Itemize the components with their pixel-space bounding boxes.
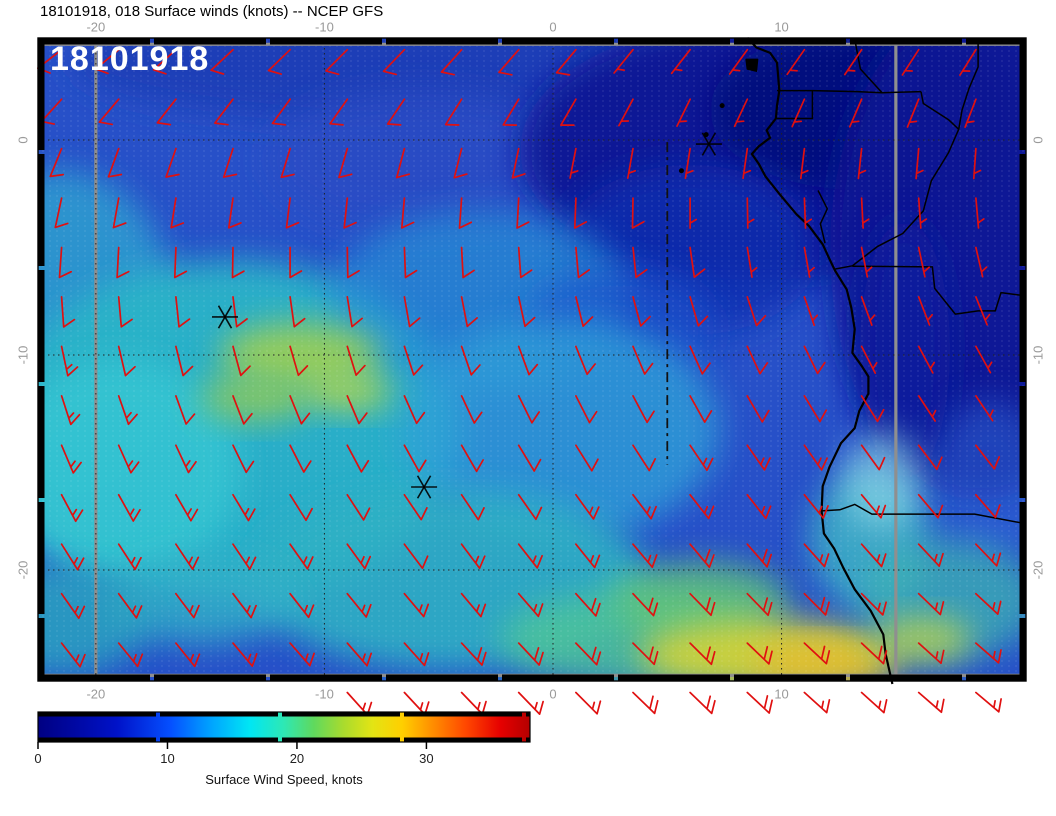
colorbar-tick-label: 0 bbox=[34, 751, 42, 766]
x-tick-label-top: 10 bbox=[774, 19, 789, 35]
colorbar bbox=[37, 711, 531, 749]
y-tick-label-left: -20 bbox=[15, 560, 31, 580]
x-tick-label-top: 0 bbox=[549, 19, 557, 35]
x-tick-label-bottom: 10 bbox=[774, 686, 789, 702]
x-tick-label-bottom: -10 bbox=[315, 686, 334, 702]
colorbar-tick-label: 10 bbox=[160, 751, 175, 766]
coastline-borders bbox=[678, 37, 1027, 685]
y-tick-label-right: -10 bbox=[1030, 345, 1046, 365]
colorbar-tick-label: 20 bbox=[289, 751, 305, 766]
colorbar-tick-label: 30 bbox=[419, 751, 434, 766]
x-tick-label-bottom: -20 bbox=[86, 686, 106, 702]
x-tick-label-bottom: 0 bbox=[549, 686, 557, 702]
x-tick-label-top: -20 bbox=[86, 19, 106, 35]
y-tick-label-right: 0 bbox=[1030, 136, 1046, 144]
y-tick-label-left: -10 bbox=[15, 345, 31, 365]
colorbar-caption: Surface Wind Speed, knots bbox=[205, 772, 363, 787]
x-tick-label-top: -10 bbox=[315, 19, 334, 35]
y-tick-label-right: -20 bbox=[1030, 560, 1046, 580]
chart-title: 18101918, 018 Surface winds (knots) -- N… bbox=[40, 3, 384, 20]
storm-markers bbox=[212, 132, 722, 499]
wind-speed-field bbox=[38, 38, 1026, 681]
wind-barbs bbox=[37, 48, 1002, 716]
map-frame bbox=[37, 37, 1027, 682]
init-time-stamp: 18101918 bbox=[50, 40, 210, 78]
graticule bbox=[38, 38, 1026, 681]
y-tick-label-left: 0 bbox=[15, 136, 31, 144]
